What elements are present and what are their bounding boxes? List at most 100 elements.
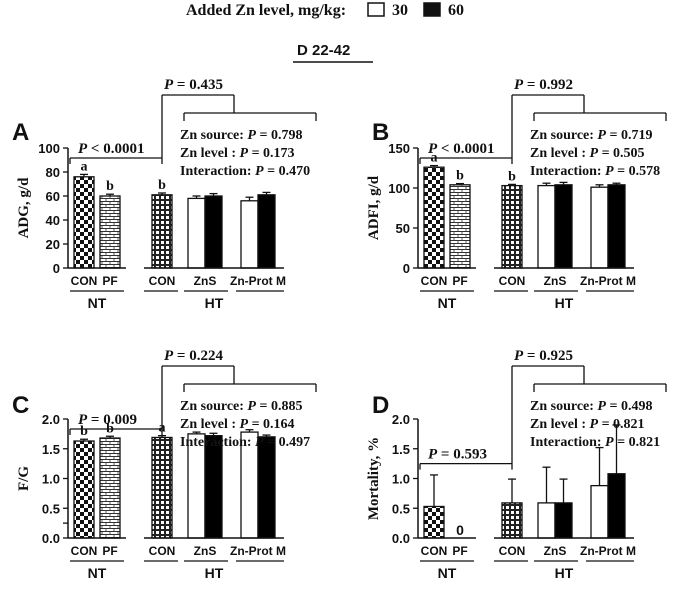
x-label-zns: ZnS: [194, 544, 217, 558]
significance-letter: b: [508, 169, 516, 184]
x-label-zns: ZnS: [544, 544, 567, 558]
y-tick-label: 2.0: [392, 412, 410, 427]
bar-ht-zns-30: [537, 184, 556, 269]
x-label-znprot: Zn-Prot M: [580, 544, 636, 558]
significance-letter: b: [80, 424, 88, 439]
y-axis-label: F/G: [16, 466, 32, 491]
y-tick-label: 20: [46, 237, 60, 252]
panel-letter: B: [372, 119, 389, 146]
x-label-nt-con: CON: [421, 274, 448, 288]
group-label-ht: HT: [555, 295, 574, 311]
legend-swatch-30: [367, 2, 385, 17]
group-label-nt: NT: [438, 295, 457, 311]
legend-label-60: 60: [448, 2, 464, 19]
x-label-ht-con: CON: [149, 274, 176, 288]
bar-ht-zn-prot-m-30: [590, 484, 609, 539]
p-value-nt: P = 0.009: [78, 412, 137, 428]
significance-letter: a: [81, 159, 88, 174]
x-label-nt-pf: PF: [452, 544, 467, 558]
y-tick-label: 0: [53, 261, 60, 276]
y-tick-label: 60: [46, 189, 60, 204]
group-label-ht: HT: [205, 565, 224, 581]
bar-nt-con: [73, 176, 95, 269]
stat-interaction: Interaction: P = 0.578: [530, 164, 660, 179]
bar-nt-pf: [449, 184, 471, 269]
bar-ht-con: [501, 502, 523, 539]
y-axis-label: ADG, g/d: [16, 177, 32, 239]
bar-nt-pf: [99, 437, 121, 539]
x-label-zns: ZnS: [194, 274, 217, 288]
bar-ht-zn-prot-m-30: [240, 200, 259, 269]
y-tick-label: 80: [46, 165, 60, 180]
group-label-nt: NT: [88, 295, 107, 311]
legend-swatch-60: [423, 2, 441, 17]
group-label-ht: HT: [205, 295, 224, 311]
panel-a: A ADG, g/d 0 20 40 60 80 100 a b b CON PF CON ZnS Zn-Pr…: [12, 77, 317, 311]
bar-ht-zns-30: [187, 197, 206, 269]
p-value-nt: P < 0.0001: [428, 141, 494, 157]
stat-zn-level: Zn level : P = 0.173: [180, 146, 295, 161]
y-tick-label: 1.5: [42, 442, 60, 457]
x-label-ht-con: CON: [499, 544, 526, 558]
legend-label-30: 30: [392, 2, 408, 19]
bar-ht-con: [151, 194, 173, 269]
panel-letter: A: [12, 119, 29, 146]
stat-zn-level: Zn level : P = 0.821: [530, 417, 645, 432]
stat-zn-source: Zn source: P = 0.798: [180, 128, 302, 143]
stat-interaction: Interaction: P = 0.497: [180, 435, 310, 450]
bar-ht-zns-60: [554, 184, 573, 269]
x-label-znprot: Zn-Prot M: [580, 274, 636, 288]
stat-zn-level: Zn level : P = 0.164: [180, 417, 295, 432]
bar-ht-con: [151, 436, 173, 539]
y-tick-label: 0.0: [42, 531, 60, 546]
bar-ht-zns-60: [554, 502, 573, 539]
p-value-overall: P = 0.224: [164, 348, 223, 364]
y-tick-label: 0.0: [392, 531, 410, 546]
panel-c: CF/G0.00.51.01.52.0bbaCONPFCONZnSZn-Prot…: [12, 348, 317, 581]
bar-ht-con: [501, 184, 523, 269]
y-axis-label: Mortality, %: [366, 437, 382, 520]
y-tick-label: 50: [396, 221, 410, 236]
y-tick-label: 2.0: [42, 412, 60, 427]
y-tick-label: 0.5: [42, 501, 60, 516]
period-title: D 22-42: [297, 42, 350, 59]
panel-letter: C: [12, 392, 29, 419]
x-label-nt-con: CON: [71, 274, 98, 288]
bar-nt-pf: [99, 195, 121, 269]
bar-ht-zn-prot-m-60: [257, 194, 276, 269]
p-value-overall: P = 0.925: [514, 348, 573, 364]
stat-zn-level: Zn level : P = 0.505: [530, 146, 645, 161]
stat-zn-source: Zn source: P = 0.885: [180, 399, 302, 414]
y-tick-label: 0.5: [392, 501, 410, 516]
significance-letter: b: [158, 178, 166, 193]
group-label-ht: HT: [555, 565, 574, 581]
y-tick-label: 0: [403, 261, 410, 276]
x-label-nt-con: CON: [71, 544, 98, 558]
bar-ht-zns-60: [204, 195, 223, 269]
group-label-nt: NT: [438, 565, 457, 581]
bar-ht-zns-60: [204, 435, 223, 539]
stat-zn-source: Zn source: P = 0.719: [530, 128, 652, 143]
x-label-nt-pf: PF: [102, 274, 117, 288]
y-tick-label: 150: [388, 141, 410, 156]
y-axis-label: ADFI, g/d: [366, 175, 382, 240]
x-label-znprot: Zn-Prot M: [230, 544, 286, 558]
bar-nt-con: [423, 166, 445, 269]
stat-interaction: Interaction: P = 0.470: [180, 164, 310, 179]
y-tick-label: 1.0: [392, 472, 410, 487]
bar-nt-con: [73, 440, 95, 539]
bar-ht-zn-prot-m-60: [607, 473, 626, 539]
p-value-nt: P = 0.593: [428, 447, 487, 463]
p-value-nt: P < 0.0001: [78, 141, 144, 157]
x-label-nt-pf: PF: [102, 544, 117, 558]
group-label-nt: NT: [88, 565, 107, 581]
y-tick-label: 100: [38, 141, 60, 156]
panel-d: D Mortality, % 0.0 0.5 1.0 1.5 2.0 0 CON PF CON ZnS…: [366, 348, 667, 581]
bar-ht-zn-prot-m-30: [590, 186, 609, 269]
bar-ht-zns-30: [537, 502, 556, 539]
zero-value-label: 0: [456, 522, 464, 538]
significance-letter: b: [456, 169, 464, 184]
